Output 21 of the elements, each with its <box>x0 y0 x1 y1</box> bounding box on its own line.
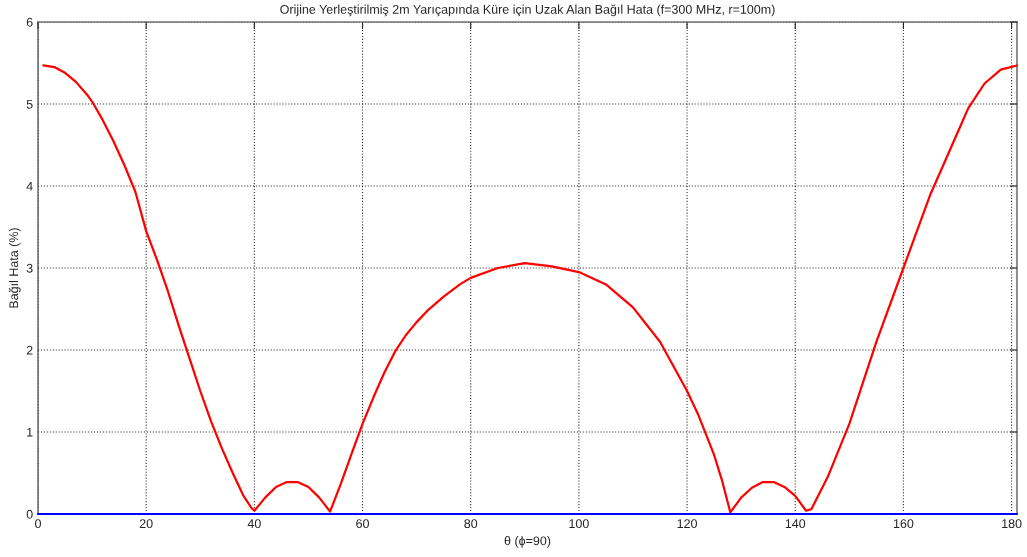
x-tick-label: 80 <box>464 519 478 529</box>
y-tick-label: 4 <box>26 181 33 191</box>
y-tick-label: 2 <box>26 345 33 355</box>
y-axis-title: Bağıl Hata (%) <box>8 228 21 308</box>
x-tick-label: 60 <box>356 519 369 529</box>
x-tick-label: 160 <box>893 519 914 529</box>
x-tick-label: 20 <box>139 519 153 529</box>
x-tick-label: 180 <box>1002 519 1022 529</box>
y-tick-label: 1 <box>27 427 33 437</box>
line-series <box>42 64 1019 514</box>
x-axis-title: θ (ϕ=90) <box>504 536 551 548</box>
chart-title: Orijine Yerleştirilmiş 2m Yarıçapında Küre için Uzak Alan Bağıl Hata (f=300 MHz, r=100m) <box>280 4 775 17</box>
y-tick-label: 3 <box>26 263 33 273</box>
y-tick-label: 0 <box>26 509 33 519</box>
x-tick-label: 40 <box>247 519 261 529</box>
x-tick-label: 0 <box>35 519 41 529</box>
x-tick-label: 100 <box>569 519 589 529</box>
x-tick-label: 120 <box>677 519 697 529</box>
x-tick-label: 140 <box>785 519 806 529</box>
y-tick-label: 6 <box>26 17 33 27</box>
y-tick-label: 5 <box>26 99 33 109</box>
